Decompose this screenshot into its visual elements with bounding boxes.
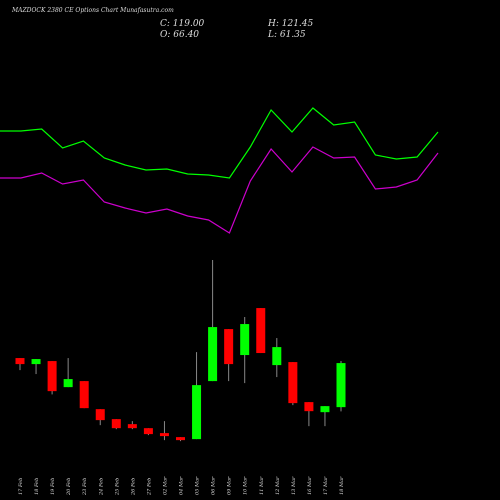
candle-body bbox=[176, 437, 185, 441]
low-label: L: 61.35 bbox=[267, 30, 306, 40]
candle-body bbox=[111, 419, 121, 429]
candle-body bbox=[304, 402, 314, 412]
x-tick-label: 26 Feb bbox=[130, 478, 136, 496]
x-tick-label: 10 Mar bbox=[243, 476, 249, 495]
open-label: O: 66.40 bbox=[160, 30, 199, 40]
candle-body bbox=[272, 347, 282, 366]
candle-body bbox=[224, 329, 234, 365]
x-tick-label: 09 Mar bbox=[227, 476, 233, 495]
x-tick-label: 17 Feb bbox=[18, 478, 24, 495]
x-tick-label: 18 Mar bbox=[339, 476, 345, 495]
x-tick-label: 12 Mar bbox=[275, 476, 281, 495]
candle-body bbox=[192, 385, 202, 440]
candle-body bbox=[15, 358, 25, 365]
candle-body bbox=[336, 363, 346, 408]
candle-body bbox=[288, 362, 298, 404]
candle-body bbox=[79, 381, 89, 409]
candle-body bbox=[95, 409, 105, 421]
x-tick-label: 05 Mar bbox=[195, 476, 201, 495]
indicator-line bbox=[0, 107, 439, 179]
x-tick-label: 16 Mar bbox=[307, 476, 313, 495]
candle-body bbox=[143, 428, 153, 435]
candle-body bbox=[47, 361, 57, 392]
x-tick-label: 18 Feb bbox=[34, 478, 40, 495]
candle-body bbox=[240, 324, 250, 356]
x-tick-label: 23 Feb bbox=[82, 478, 88, 496]
x-tick-label: 25 Feb bbox=[114, 478, 120, 496]
x-tick-label: 17 Mar bbox=[323, 476, 329, 495]
candle-body bbox=[256, 308, 266, 354]
x-tick-label: 04 Mar bbox=[179, 476, 185, 495]
x-tick-label: 19 Feb bbox=[50, 478, 56, 495]
candle-body bbox=[159, 433, 169, 437]
close-label: C: 119.00 bbox=[160, 19, 205, 29]
x-tick-label: 13 Mar bbox=[291, 476, 297, 495]
chart-title: MAZDOCK 2380 CE Options Chart Munafasutr… bbox=[11, 7, 174, 14]
candle-body bbox=[31, 359, 41, 365]
x-tick-label: 02 Mar bbox=[162, 476, 168, 495]
x-tick-label: 27 Feb bbox=[146, 478, 152, 496]
candle-body bbox=[320, 406, 330, 413]
x-tick-label: 06 Mar bbox=[211, 476, 217, 495]
x-tick-label: 11 Mar bbox=[259, 476, 265, 495]
candle-body bbox=[127, 424, 137, 429]
high-label: H: 121.45 bbox=[267, 19, 314, 29]
x-tick-label: 20 Feb bbox=[66, 478, 72, 496]
indicator-line bbox=[0, 146, 439, 234]
candle-body bbox=[208, 327, 218, 382]
candle-body bbox=[63, 379, 73, 388]
x-tick-label: 24 Feb bbox=[98, 478, 104, 496]
